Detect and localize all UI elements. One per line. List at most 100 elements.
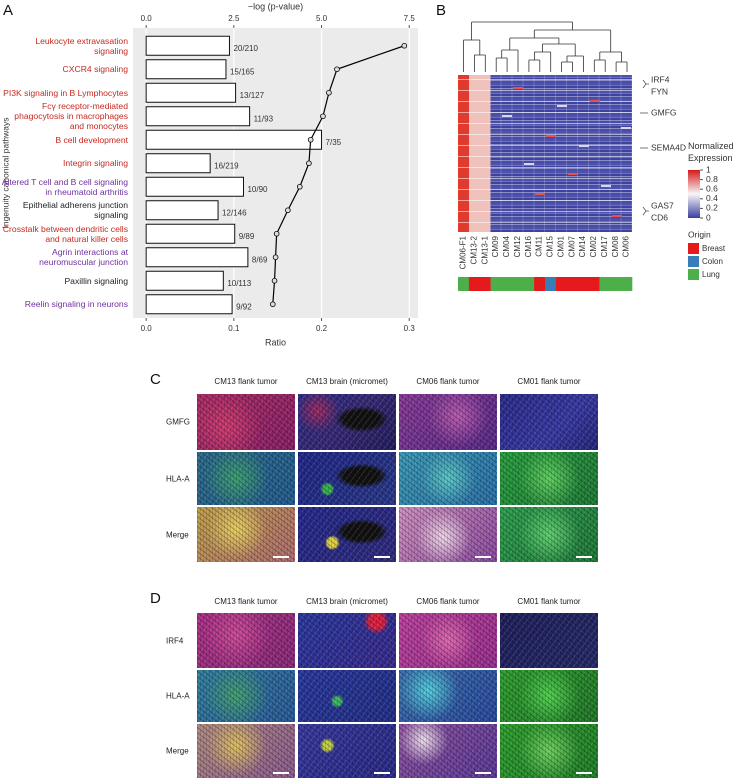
panel-label: B [436,2,447,19]
sample-label: CM07 [567,235,576,257]
column-header: CM01 flank tumor [517,377,581,386]
gene-label: SEMA4D [651,142,686,152]
line-point [285,207,291,214]
line-point [334,66,340,73]
micrograph [399,507,497,562]
micrograph [500,670,598,722]
value-label: 11/93 [254,114,274,123]
row-label: GMFG [166,417,190,427]
scale-bar [374,772,390,774]
sample-label: CM09 [491,235,500,257]
micrograph [399,724,497,778]
sample-label: CM15 [546,235,555,257]
row-label: HLA-A [166,691,190,701]
bar [145,270,224,291]
scale-bar [273,556,289,558]
gene-label: CD6 [651,212,668,222]
scale-bar [576,556,592,558]
x-axis-label: Ratio [265,337,286,347]
line [272,45,405,305]
line-point [271,277,278,284]
sample-label: CM01 [556,235,565,257]
micrograph [197,394,295,450]
colorbar-tick-label: 1 [706,164,711,174]
scale-bar [576,772,592,774]
bar [145,35,230,56]
column-header: CM13 flank tumor [214,377,278,386]
origin-cell [479,277,491,291]
category-label: Integrin signaling [63,158,128,169]
category-label: Crosstalk between dendritic cells and na… [2,223,128,244]
origin-cell [523,277,535,291]
micrograph [399,613,497,668]
origin-cell [534,277,546,291]
sample-label: CM14 [578,235,587,257]
scale-bar [475,772,491,774]
scale-bar [273,772,289,774]
line-point [272,254,279,261]
origin-cell [599,277,611,291]
sample-label: CM06-F1 [459,235,468,269]
origin-cell [621,277,633,291]
origin-cell [577,277,589,291]
origin-cell [588,277,600,291]
value-label: 15/165 [230,67,255,76]
column-header: CM06 flank tumor [416,377,480,386]
colorbar-tick-label: 0 [706,212,711,222]
category-label: Epithelial adherens junction signaling [22,200,128,221]
origin-cell [458,277,470,291]
sample-label: CM13-1 [480,235,489,264]
value-label: 10/113 [227,279,251,288]
panel-label: C [150,371,161,388]
x-tick-label: 0.3 [404,324,416,333]
colorbar-tick-label: 0.2 [706,203,718,213]
colorbar [688,170,700,218]
origin-cell [566,277,578,291]
x-tick-label: 0.1 [228,324,240,333]
sample-label: CM04 [502,235,511,257]
origin-legend-label: Lung [702,270,720,279]
micrograph [197,613,295,668]
row-label: IRF4 [166,636,184,645]
origin-legend-title: Origin [688,229,711,239]
colorbar-tick-label: 0.8 [706,174,718,184]
gene-label: IRF4 [651,74,670,84]
column-header: CM13 flank tumor [214,597,278,606]
sample-label: CM16 [524,235,533,257]
dendrogram [463,21,628,72]
origin-legend-label: Breast [702,244,726,253]
micrograph [197,452,295,505]
line-point [269,301,276,308]
category-label: CXCR4 signaling [62,64,128,75]
line-point [296,183,303,190]
category-label: Leukocyte extravasation signaling [35,35,128,56]
row-label: Merge [166,530,189,539]
value-label: 10/90 [247,185,268,194]
value-label: 16/219 [214,161,239,170]
category-label: Paxillin signaling [64,275,128,286]
x2-tick-label: 7.5 [404,14,416,23]
value-label: 9/89 [239,232,255,241]
micrograph [298,613,396,668]
column-header: CM01 flank tumor [517,597,581,606]
gene-label: GMFG [651,107,677,117]
line-point [306,160,312,167]
origin-legend-label: Colon [702,257,723,266]
row-label: Merge [166,746,189,756]
value-label: 7/35 [326,138,342,147]
micrograph [197,670,295,722]
micrograph [197,507,295,562]
micrograph [500,724,598,778]
bar [145,247,249,268]
row-label: HLA-A [166,474,190,483]
micrograph [500,613,598,668]
micrograph [298,724,396,778]
bar [145,153,211,174]
scale-bar [374,556,390,558]
line-point [273,230,280,237]
micrograph [298,670,396,722]
micrograph [298,452,396,505]
micrograph [298,394,396,450]
bar [145,176,244,197]
